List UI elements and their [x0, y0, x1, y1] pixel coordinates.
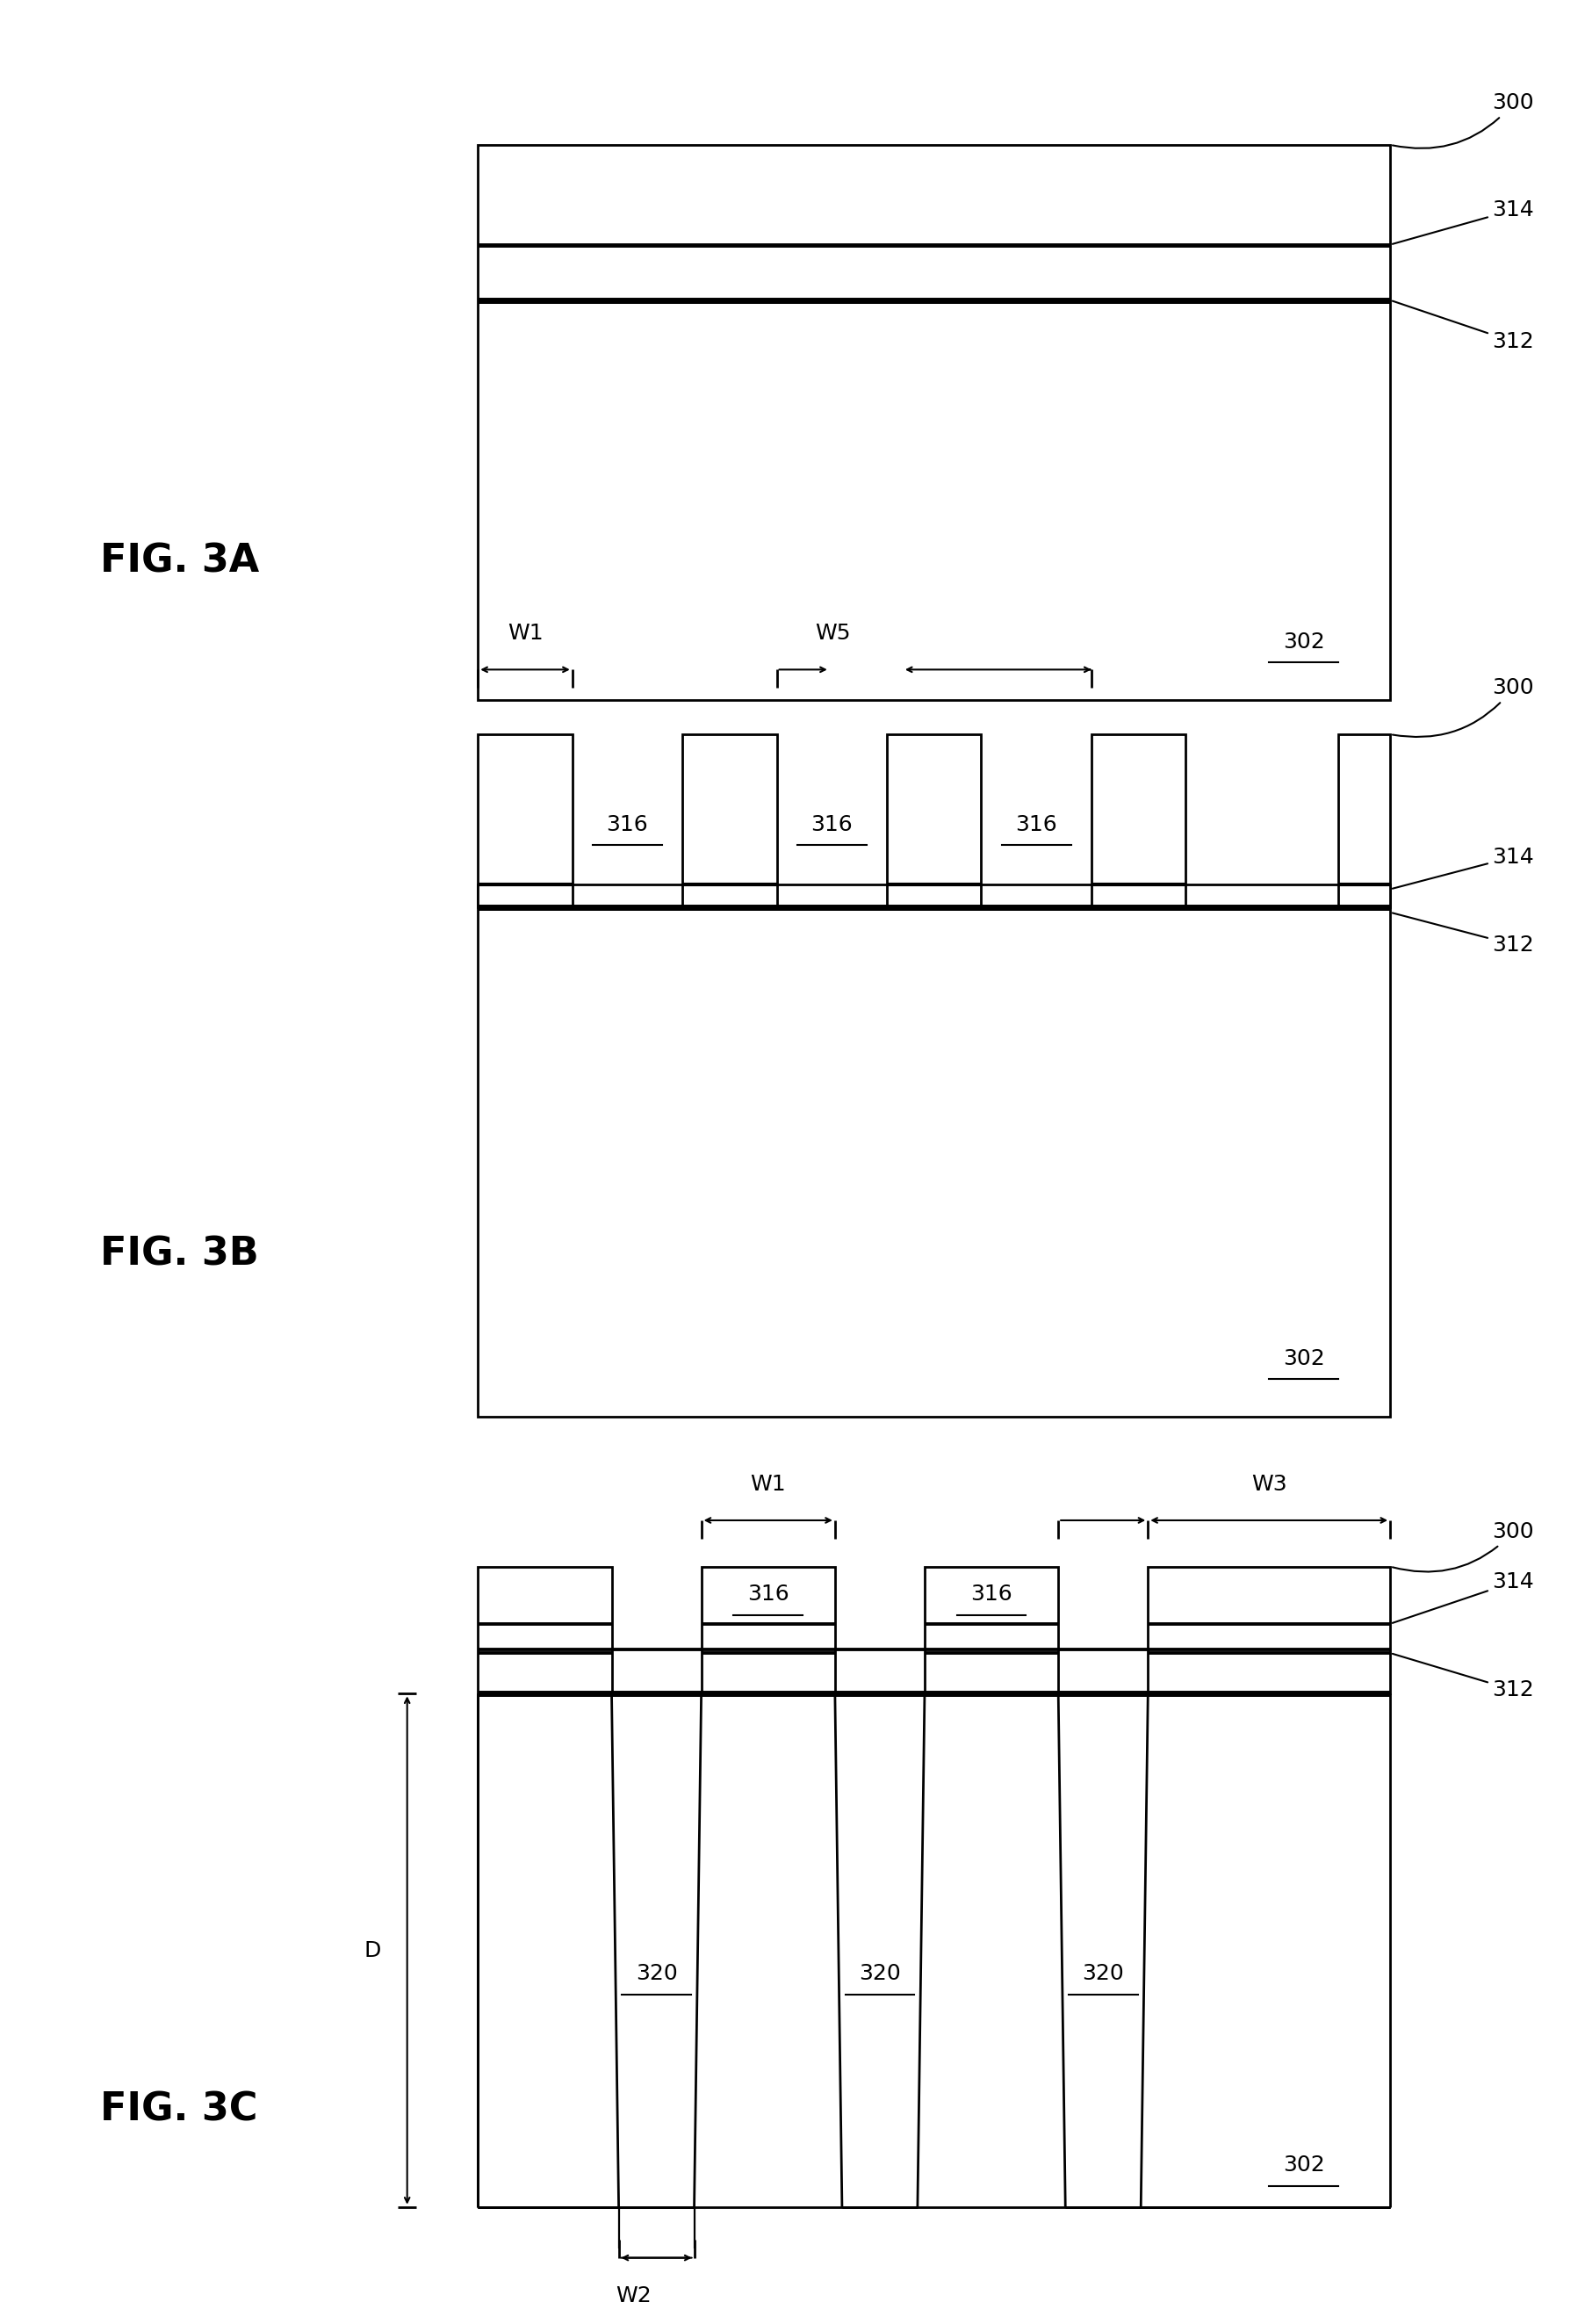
Text: FIG. 3C: FIG. 3C [100, 2092, 258, 2129]
Bar [1092, 734, 1186, 909]
Text: 314: 314 [1393, 1571, 1534, 1622]
Text: 300: 300 [1393, 679, 1534, 737]
Text: 302: 302 [1282, 632, 1325, 653]
Text: 300: 300 [1393, 93, 1534, 149]
Text: 300: 300 [1393, 1522, 1534, 1571]
Text: 312: 312 [1393, 913, 1534, 955]
Text: 316: 316 [812, 813, 853, 834]
Text: 320: 320 [1083, 1964, 1124, 1985]
Bar [701, 1566, 835, 1694]
Bar [683, 734, 777, 909]
Text: 302: 302 [1282, 2154, 1325, 2175]
Text: 320: 320 [636, 1964, 677, 1985]
Text: 316: 316 [747, 1585, 789, 1606]
Text: W1: W1 [750, 1473, 786, 1494]
Text: 314: 314 [1393, 846, 1534, 888]
Text: W5: W5 [815, 623, 851, 644]
Text: D: D [365, 1941, 380, 1961]
Bar [924, 1566, 1059, 1694]
Text: 316: 316 [970, 1585, 1013, 1606]
Text: 320: 320 [859, 1964, 900, 1985]
Bar [479, 734, 572, 909]
Text: FIG. 3B: FIG. 3B [100, 1236, 260, 1274]
Text: 312: 312 [1393, 1655, 1534, 1701]
Text: 316: 316 [1016, 813, 1057, 834]
Text: W3: W3 [1251, 1473, 1287, 1494]
Bar [1338, 734, 1390, 909]
Bar [888, 734, 981, 909]
Bar [479, 1566, 612, 1694]
Text: FIG. 3A: FIG. 3A [100, 541, 260, 579]
Text: 312: 312 [1393, 300, 1534, 353]
Text: 316: 316 [607, 813, 648, 834]
Bar [479, 885, 1390, 1415]
Text: W2: W2 [615, 2284, 651, 2308]
Bar [479, 144, 1390, 700]
Bar [1148, 1566, 1390, 1694]
Text: W1: W1 [507, 623, 544, 644]
Text: 302: 302 [1282, 1348, 1325, 1369]
Text: 314: 314 [1393, 200, 1534, 244]
